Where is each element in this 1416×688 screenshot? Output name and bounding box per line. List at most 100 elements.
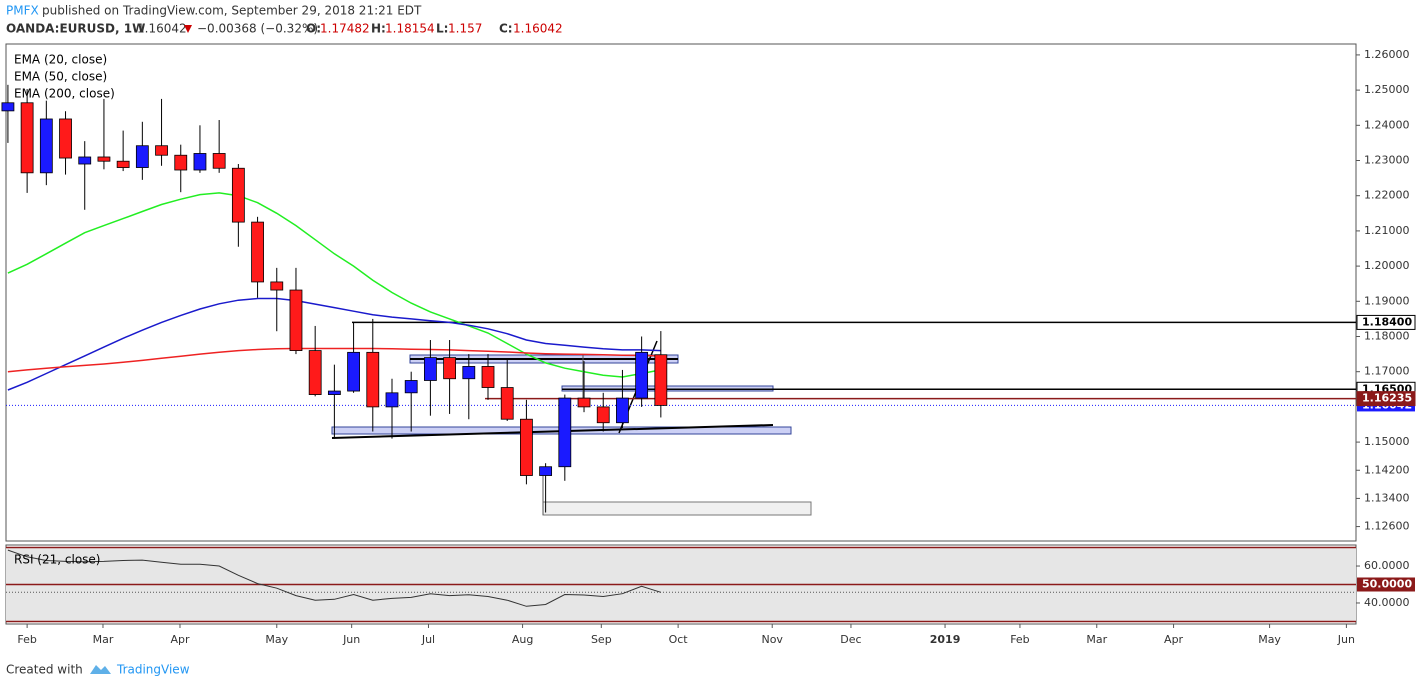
candle-body [135, 145, 149, 168]
y-tick-label: 1.12600 [1364, 520, 1410, 533]
y-tick-label: 1.26000 [1364, 48, 1410, 61]
candle-body [347, 351, 360, 392]
candle-body [270, 281, 284, 291]
symbol: OANDA:EURUSD, 1W [6, 22, 145, 36]
logo [90, 665, 111, 674]
x-tick-label: Sep [591, 633, 612, 646]
candle-body [539, 466, 553, 476]
rsi-tick-label: 40.0000 [1364, 596, 1410, 609]
ema-line [7, 192, 661, 378]
close-value: 1.16042 [513, 22, 563, 36]
candle-body [366, 351, 380, 408]
candle-body [1, 102, 15, 112]
candle-body [212, 153, 226, 169]
candle-body [251, 221, 264, 283]
rsi-level-tag [1357, 577, 1415, 592]
candle-body [59, 118, 72, 159]
x-tick-label: Mar [93, 633, 114, 646]
legend-entry: EMA (50, close) [14, 70, 107, 84]
ohlc-label: O: [306, 22, 321, 36]
ema-line [7, 347, 661, 373]
candle-body [385, 392, 399, 408]
ohlc-label: L: [436, 22, 448, 36]
candle-body [116, 160, 130, 168]
y-tick-label: 1.21000 [1364, 224, 1410, 237]
ohlc-label: H: [371, 22, 386, 36]
zone [542, 501, 812, 516]
rsi-title: RSI (21, close) [14, 553, 100, 567]
x-tick-label: Jul [421, 633, 435, 646]
candle-body [193, 153, 207, 171]
x-tick-label: Aug [512, 633, 533, 646]
candle-body [558, 397, 572, 468]
last-price: 1.16042 [137, 22, 187, 36]
candle-body [443, 357, 456, 380]
rsi-level-label: 50.0000 [1362, 578, 1412, 591]
y-tick-label: 1.15000 [1364, 435, 1410, 448]
x-tick-label: May [1258, 633, 1281, 646]
low-value: 1.157 [448, 22, 482, 36]
trendline [331, 424, 774, 439]
candle-body [462, 366, 476, 380]
open-value: 1.17482 [320, 22, 370, 36]
level-tag [1356, 314, 1416, 330]
x-tick-label: Apr [170, 633, 190, 646]
rsi-line [7, 549, 661, 607]
footer-text: Created with [6, 663, 83, 677]
x-tick-label: May [265, 633, 288, 646]
x-tick-label: Jun [342, 633, 360, 646]
legend-entry: EMA (20, close) [14, 53, 107, 67]
candle-body [404, 380, 418, 394]
candle-body [78, 156, 92, 165]
legend-entry: EMA (200, close) [14, 87, 115, 101]
publisher: PMFX [6, 4, 39, 18]
candle-body [39, 118, 53, 174]
candle-body [308, 350, 322, 395]
x-tick-label: Jun [1337, 633, 1355, 646]
candle-body [616, 397, 629, 424]
x-tick-label: Oct [669, 633, 689, 646]
level-label: 1.16235 [1362, 392, 1412, 405]
change: −0.00368 (−0.32%) [197, 22, 318, 36]
x-tick-label: Nov [761, 633, 783, 646]
ema-line [7, 297, 661, 391]
y-tick-label: 1.25000 [1364, 83, 1410, 96]
brand[interactable]: TradingView [116, 663, 190, 677]
candle-body [654, 354, 668, 406]
candle-body [174, 154, 188, 171]
y-tick-label: 1.17000 [1364, 365, 1410, 378]
candle-body [289, 289, 303, 351]
candle-body [635, 351, 649, 399]
main-pane [5, 43, 1357, 542]
x-tick-label: Feb [17, 633, 36, 646]
y-tick-label: 1.19000 [1364, 294, 1410, 307]
x-tick-label: Mar [1086, 633, 1107, 646]
candle-body [500, 387, 514, 420]
x-tick-label: 2019 [930, 633, 961, 646]
ohlc-label: C: [499, 22, 513, 36]
candle-body [20, 102, 34, 174]
down-arrow [184, 25, 192, 33]
y-tick-label: 1.23000 [1364, 154, 1410, 167]
level-label: 1.18400 [1362, 315, 1412, 328]
candle-body [596, 406, 610, 424]
candle-body [481, 366, 495, 388]
candle-body [520, 418, 533, 476]
candle-body [97, 156, 111, 162]
candle-body [231, 167, 245, 223]
candle-body [577, 397, 591, 408]
y-tick-label: 1.20000 [1364, 259, 1410, 272]
x-tick-label: Apr [1164, 633, 1184, 646]
high-value: 1.18154 [385, 22, 435, 36]
y-tick-label: 1.14200 [1364, 463, 1410, 476]
y-tick-label: 1.13400 [1364, 491, 1410, 504]
rsi-tick-label: 60.0000 [1364, 559, 1410, 572]
y-tick-label: 1.24000 [1364, 118, 1410, 131]
candle-body [327, 390, 341, 395]
published: published on TradingView.com, September … [42, 4, 422, 18]
x-tick-label: Dec [840, 633, 861, 646]
candle-body [155, 145, 168, 156]
y-tick-label: 1.22000 [1364, 189, 1410, 202]
